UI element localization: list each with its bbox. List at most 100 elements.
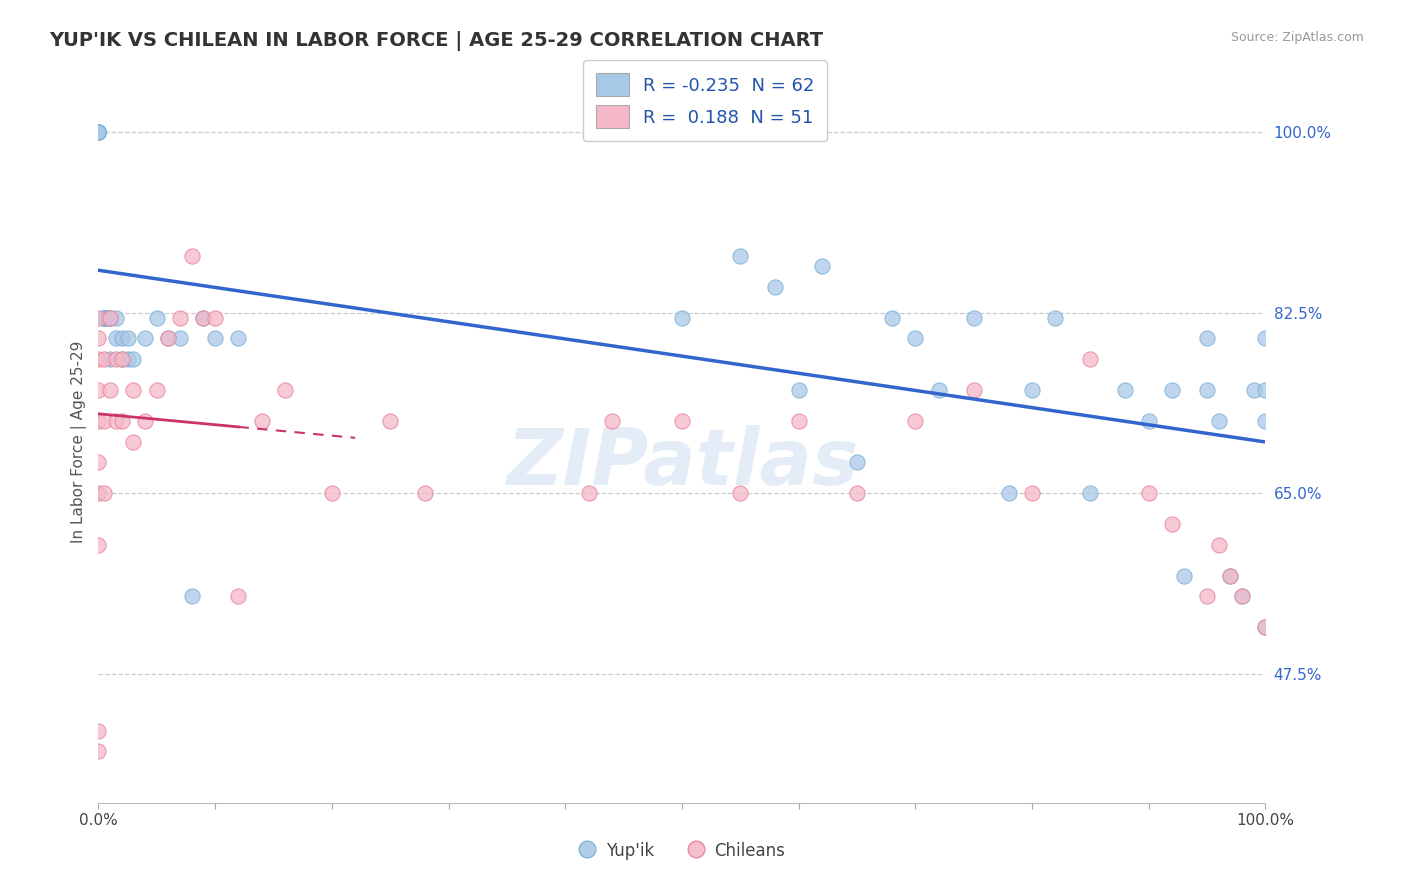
Point [93, 310, 115, 325]
Point [169, 331, 191, 345]
Point [87, 455, 110, 469]
Point [157, 331, 180, 345]
Point [228, 331, 250, 345]
Point [87, 125, 110, 139]
Point [1080, 486, 1102, 500]
Point [1195, 383, 1218, 397]
Point [1208, 414, 1230, 428]
Point [1243, 383, 1265, 397]
Point [134, 414, 156, 428]
Point [146, 310, 169, 325]
Point [146, 383, 169, 397]
Point [111, 414, 134, 428]
Point [87, 125, 110, 139]
Point [787, 383, 810, 397]
Point [1137, 486, 1160, 500]
Point [111, 331, 134, 345]
Point [87, 125, 110, 139]
Point [98, 310, 121, 325]
Point [600, 414, 623, 428]
Point [117, 351, 139, 366]
Point [87, 125, 110, 139]
Point [104, 310, 127, 325]
Point [87, 125, 110, 139]
Point [193, 310, 215, 325]
Point [204, 310, 226, 325]
Point [93, 414, 115, 428]
Point [1219, 568, 1241, 582]
Point [1230, 590, 1253, 604]
Legend: Yup'ik, Chileans: Yup'ik, Chileans [572, 835, 792, 867]
Point [1137, 414, 1160, 428]
Point [87, 125, 110, 139]
Point [578, 486, 600, 500]
Point [98, 310, 121, 325]
Point [811, 259, 834, 273]
Point [97, 310, 120, 325]
Point [846, 455, 869, 469]
Point [671, 310, 693, 325]
Y-axis label: In Labor Force | Age 25-29: In Labor Force | Age 25-29 [72, 341, 87, 542]
Point [157, 331, 180, 345]
Point [87, 723, 110, 738]
Point [671, 414, 693, 428]
Point [1230, 590, 1253, 604]
Point [93, 310, 115, 325]
Point [98, 310, 121, 325]
Point [1195, 590, 1218, 604]
Point [204, 331, 226, 345]
Point [1161, 383, 1184, 397]
Point [98, 383, 121, 397]
Point [117, 331, 139, 345]
Point [730, 249, 752, 263]
Point [87, 744, 110, 758]
Point [87, 486, 110, 500]
Point [180, 590, 202, 604]
Point [93, 310, 115, 325]
Point [1045, 310, 1067, 325]
Point [193, 310, 215, 325]
Point [1021, 383, 1043, 397]
Point [98, 351, 121, 366]
Text: Source: ZipAtlas.com: Source: ZipAtlas.com [1230, 31, 1364, 45]
Point [730, 486, 752, 500]
Text: ZIPatlas: ZIPatlas [506, 425, 858, 501]
Point [111, 351, 134, 366]
Point [846, 486, 869, 500]
Point [787, 414, 810, 428]
Point [250, 414, 273, 428]
Point [87, 383, 110, 397]
Point [228, 590, 250, 604]
Point [1208, 538, 1230, 552]
Point [962, 383, 984, 397]
Point [1114, 383, 1136, 397]
Point [180, 249, 202, 263]
Point [93, 486, 115, 500]
Point [87, 414, 110, 428]
Point [87, 538, 110, 552]
Point [1195, 331, 1218, 345]
Point [1173, 568, 1195, 582]
Point [104, 414, 127, 428]
Point [97, 310, 120, 325]
Point [122, 351, 145, 366]
Point [87, 125, 110, 139]
Point [104, 331, 127, 345]
Point [111, 351, 134, 366]
Point [1254, 414, 1277, 428]
Point [1254, 620, 1277, 634]
Point [87, 331, 110, 345]
Point [87, 125, 110, 139]
Point [122, 383, 145, 397]
Point [1219, 568, 1241, 582]
Point [169, 310, 191, 325]
Point [997, 486, 1019, 500]
Point [1161, 517, 1184, 532]
Point [928, 383, 950, 397]
Point [413, 486, 436, 500]
Point [87, 310, 110, 325]
Point [274, 383, 297, 397]
Point [87, 125, 110, 139]
Point [904, 331, 927, 345]
Point [122, 434, 145, 449]
